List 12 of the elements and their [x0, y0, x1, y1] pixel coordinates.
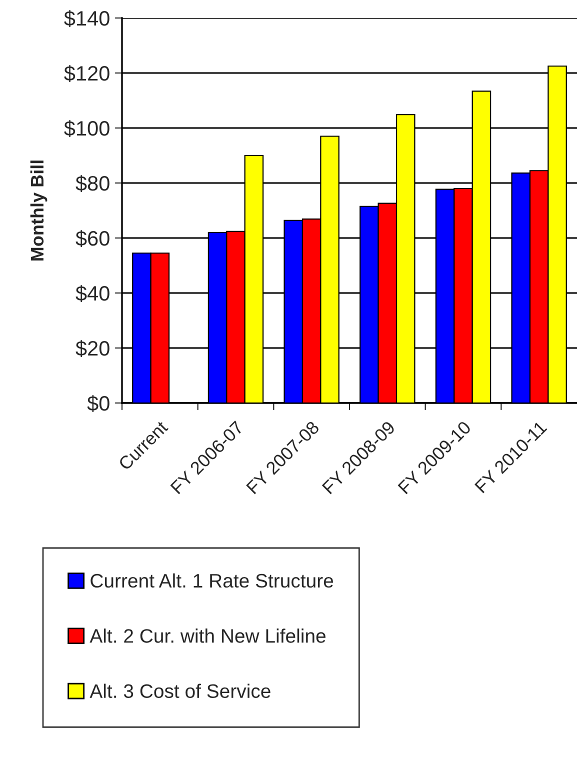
legend-label: Alt. 3 Cost of Service [90, 684, 270, 698]
legend-label: Alt. 2 Cur. with New Lifeline [90, 628, 326, 643]
y-axis-title: Monthly Bill [30, 160, 48, 260]
y-tick-label: $100 [64, 120, 110, 137]
y-tick-label: $80 [76, 175, 110, 192]
y-tick-label: $20 [76, 340, 110, 357]
y-tick-label: $60 [76, 230, 110, 247]
y-tick-label: $40 [76, 285, 110, 302]
y-tick-label: $140 [64, 10, 110, 27]
y-tick-label: $0 [87, 395, 110, 412]
y-tick-label: $120 [64, 65, 110, 82]
legend-label: Current Alt. 1 Rate Structure [90, 573, 334, 588]
